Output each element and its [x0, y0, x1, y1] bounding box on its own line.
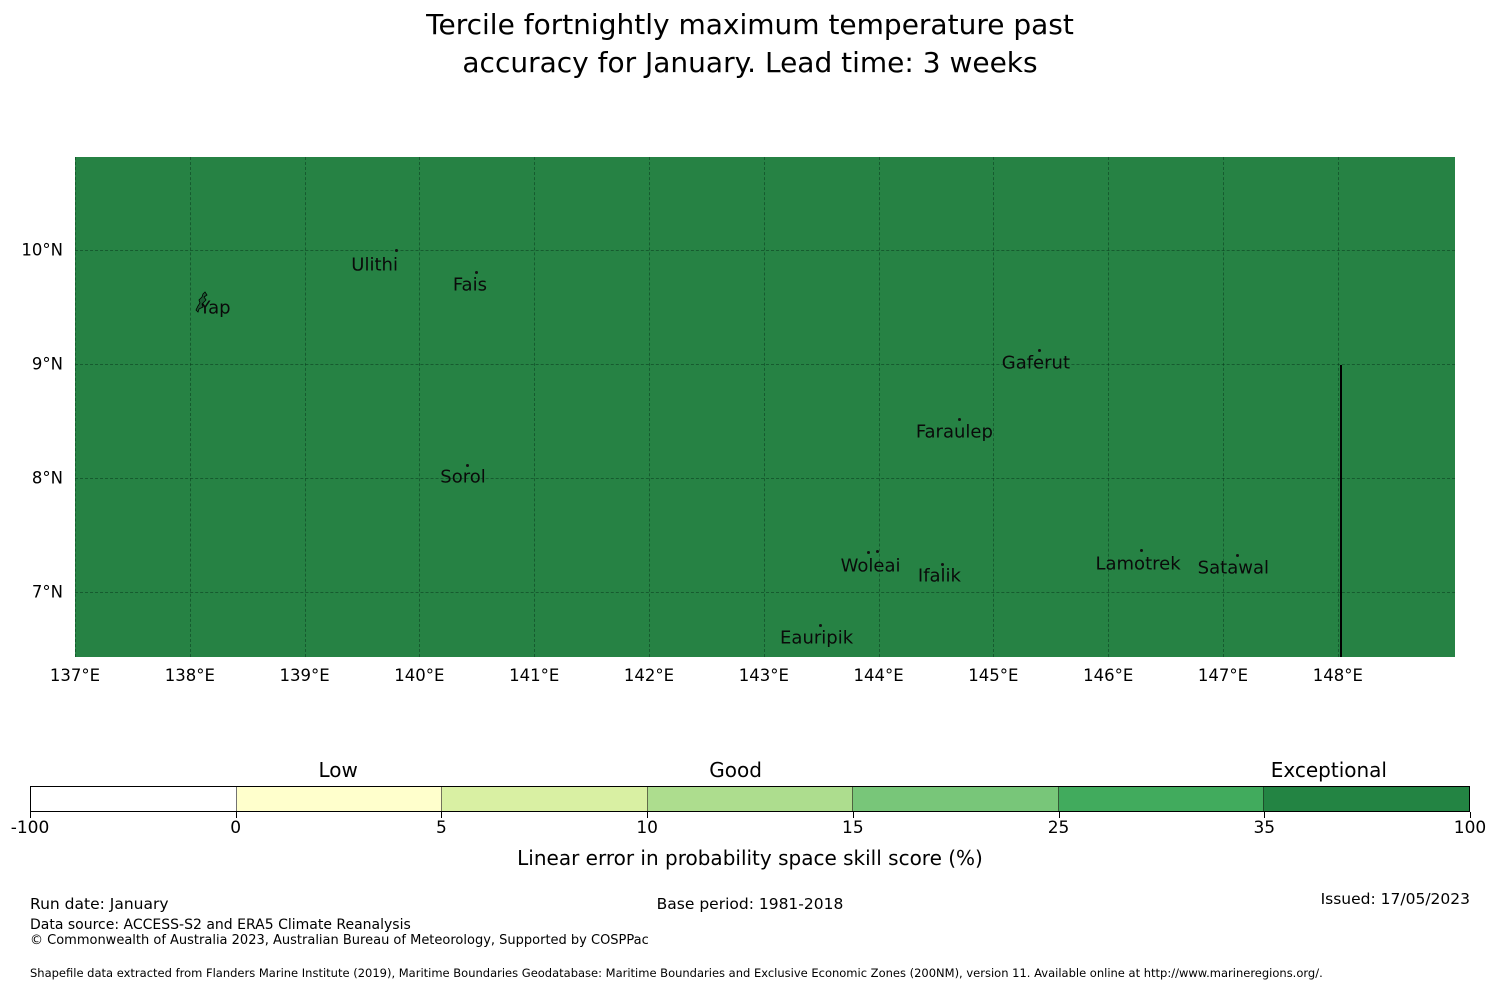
colorbar-tick-label: 25: [1047, 818, 1070, 838]
gridline-longitude: [75, 157, 76, 657]
colorbar-tick: [441, 812, 443, 818]
island-dot-woleai: [875, 549, 879, 553]
island-dot-satawal: [1236, 554, 1240, 558]
colorbar-segment: [442, 787, 648, 811]
gridline-latitude: [75, 364, 1455, 365]
gridline-longitude: [1337, 157, 1339, 657]
island-label-eauripik: Eauripik: [780, 627, 854, 649]
gridline-longitude: [763, 157, 765, 657]
island-label-lamotrek: Lamotrek: [1095, 553, 1181, 574]
gridline-longitude: [304, 157, 306, 657]
colorbar-tick-label: 100: [1453, 818, 1487, 838]
island-label-fais: Fais: [452, 274, 487, 296]
lon-tick-label: 146°E: [1083, 666, 1134, 685]
run-date-text: Run date: January: [30, 895, 169, 913]
gridline-longitude: [534, 157, 536, 657]
gridline-latitude: [75, 250, 1455, 251]
lon-tick-label: 147°E: [1197, 666, 1249, 685]
island-label-satawal: Satawal: [1197, 557, 1269, 579]
lat-tick-label: 9°N: [31, 354, 63, 374]
colorbar-tick: [852, 812, 854, 818]
colorbar-axis-label: Linear error in probability space skill …: [517, 846, 983, 870]
island-label-woleai: Woleai: [840, 555, 901, 577]
lon-tick-label: 140°E: [394, 666, 445, 685]
colorbar-category-exceptional: Exceptional: [1270, 758, 1387, 782]
lat-tick-label: 8°N: [31, 468, 63, 488]
shapefile-note: Shapefile data extracted from Flanders M…: [30, 966, 1323, 980]
colorbar-category-good: Good: [709, 758, 762, 782]
island-label-sorol: Sorol: [440, 466, 486, 488]
island-label-gaferut: Gaferut: [1001, 352, 1071, 374]
colorbar-tick: [30, 812, 31, 818]
island-dot-woleai: [866, 550, 870, 554]
colorbar-segment: [853, 787, 1059, 811]
yap-island-shape: [194, 291, 210, 317]
issued-date-text: Issued: 17/05/2023: [1320, 890, 1470, 908]
colorbar: [30, 786, 1470, 812]
data-source-text: Data source: ACCESS-S2 and ERA5 Climate …: [30, 917, 411, 933]
colorbar-segment: [647, 787, 854, 811]
island-dot-gaferut: [1037, 348, 1041, 352]
lon-tick-label: 142°E: [623, 666, 675, 685]
lon-tick-label: 139°E: [279, 666, 330, 685]
lon-tick-label: 138°E: [164, 666, 215, 685]
gridline-latitude: [75, 478, 1455, 479]
island-dot-faraulep: [958, 418, 962, 422]
island-dot-fais: [474, 271, 478, 275]
island-label-faraulep: Faraulep: [915, 421, 993, 443]
chart-title-line2: accuracy for January. Lead time: 3 weeks: [462, 46, 1038, 79]
lon-tick-label: 145°E: [968, 666, 1019, 685]
lon-tick-label: 143°E: [738, 666, 789, 685]
gridline-longitude: [878, 157, 880, 657]
gridline-longitude: [419, 157, 421, 657]
island-label-yap: Yap: [199, 297, 231, 319]
lon-tick-label: 137°E: [49, 666, 101, 685]
colorbar-tick-label: 35: [1253, 818, 1276, 838]
colorbar-segment: [1264, 787, 1470, 811]
gridline-latitude: [75, 592, 1455, 593]
lon-tick-label: 144°E: [853, 666, 904, 685]
maritime-boundary-line: [1340, 365, 1343, 657]
colorbar-tick: [1058, 812, 1060, 818]
colorbar-tick-label: 0: [230, 818, 242, 838]
colorbar-tick-label: 10: [636, 818, 658, 838]
chart-title: Tercile fortnightly maximum temperature …: [0, 6, 1500, 82]
gridline-longitude: [189, 157, 191, 657]
lat-tick-label: 10°N: [21, 240, 63, 260]
island-dot-ifalik: [941, 563, 945, 567]
island-dot-ulithi: [394, 248, 398, 252]
map-plot-area: Yap Ulithi Fais Gaferut Faraulep Sorol Woleai I…: [75, 157, 1455, 657]
colorbar-category-low: Low: [318, 758, 358, 782]
colorbar-tick: [647, 812, 649, 818]
copyright-text: © Commonwealth of Australia 2023, Austra…: [30, 933, 649, 948]
chart-title-line1: Tercile fortnightly maximum temperature …: [426, 8, 1074, 41]
island-dot-lamotrek: [1140, 548, 1144, 552]
island-label-ulithi: Ulithi: [351, 254, 398, 276]
gridline-longitude: [1223, 157, 1224, 657]
colorbar-tick: [235, 812, 237, 818]
base-period-text: Base period: 1981-2018: [656, 895, 844, 913]
colorbar-segment: [31, 787, 237, 811]
colorbar-tick: [1264, 812, 1266, 818]
gridline-longitude: [1108, 157, 1110, 657]
island-dot-sorol: [466, 463, 470, 467]
colorbar-tick-label: 15: [842, 818, 864, 838]
colorbar-tick-label: 5: [436, 818, 447, 838]
island-label-ifalik: Ifalik: [917, 565, 961, 587]
colorbar-tick: [1470, 812, 1471, 818]
colorbar-segment: [1058, 787, 1265, 811]
colorbar-segment: [236, 787, 443, 811]
gridline-longitude: [993, 157, 995, 657]
gridline-longitude: [649, 157, 650, 657]
colorbar-tick-label: -100: [10, 818, 50, 838]
lon-tick-label: 148°E: [1312, 666, 1363, 685]
lon-tick-label: 141°E: [509, 666, 560, 685]
island-dot-eauripik: [818, 623, 822, 627]
lat-tick-label: 7°N: [31, 582, 63, 602]
